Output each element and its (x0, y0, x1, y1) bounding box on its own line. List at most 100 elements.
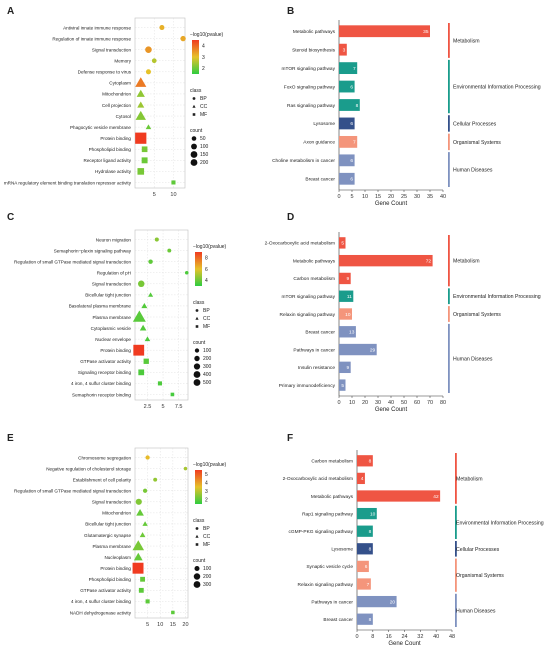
point-a-1 (180, 35, 186, 42)
bar-d-0 (339, 237, 346, 249)
bar-value-f-8: 20 (390, 599, 396, 605)
term-label-c-6: Basolateral plasma membrane (69, 304, 132, 309)
legend-class-title-c: class (193, 300, 205, 306)
term-label-e-9: Nucleoplasm (104, 555, 131, 560)
bar-label-b-6: Axon guidance (303, 140, 335, 146)
bar-f-0 (357, 455, 373, 467)
point-a-9 (145, 124, 152, 130)
legend-count-label-c-0: 100 (203, 348, 212, 354)
point-a-7 (137, 101, 145, 108)
point-e-3 (142, 488, 148, 493)
category-label-f-0: Metabolism (456, 476, 483, 482)
bar-d-4 (339, 308, 352, 320)
x-tick-label-d-8: 80 (440, 400, 446, 406)
legend-count-dot-a-0 (191, 136, 197, 141)
term-label-e-6: Bicellular tight junction (85, 522, 131, 527)
bar-value-f-9: 8 (369, 617, 372, 623)
term-label-e-2: Establishment of cell polarity (73, 477, 132, 482)
x-tick-label-f-0: 0 (355, 634, 358, 640)
x-tick-label-f-2: 16 (386, 634, 392, 640)
point-c-13 (157, 381, 162, 386)
legend-count-dot-a-1 (191, 143, 197, 150)
term-label-e-10: Protein binding (100, 566, 131, 571)
term-label-a-2: Signal transduction (92, 47, 132, 52)
bar-value-d-4: 10 (345, 312, 351, 318)
bar-value-d-3: 11 (347, 294, 352, 300)
legend-class-label-c-1: CC (203, 316, 211, 322)
term-label-a-5: Cytoplasm (109, 81, 131, 86)
category-bar-d-2 (448, 306, 450, 322)
legend-class-title-a: class (190, 88, 202, 94)
bar-value-b-4: 8 (356, 103, 359, 109)
point-a-0 (159, 25, 165, 31)
x-tick-label-d-6: 60 (414, 400, 420, 406)
category-label-f-4: Human Diseases (456, 608, 496, 614)
point-e-1 (183, 466, 188, 471)
point-c-14 (170, 392, 175, 397)
legend-count-title-a: count (190, 128, 203, 134)
bar-d-5 (339, 326, 356, 338)
legend-count-dot-c-2 (193, 363, 201, 370)
x-tick-label-d-1: 10 (349, 400, 355, 406)
legend-count-label-e-2: 300 (203, 582, 212, 588)
legend-count-dot-e-0 (194, 565, 200, 572)
bar-value-f-3: 10 (370, 511, 376, 517)
x-tick-label-b-4: 20 (388, 194, 394, 200)
legend-class-shape-e-1 (195, 534, 199, 538)
term-label-c-1: Semaphorin−plexin signaling pathway (54, 248, 132, 253)
bar-value-f-0: 8 (369, 459, 372, 465)
legend-class-label-a-1: CC (200, 104, 208, 110)
point-e-13 (145, 599, 150, 604)
point-e-0 (145, 455, 150, 460)
point-c-12 (138, 369, 145, 376)
term-label-c-4: Signal transduction (92, 282, 132, 287)
legend-count-label-e-0: 100 (203, 566, 212, 572)
legend-count-title-c: count (193, 340, 206, 346)
bar-label-f-1: 2-Oxocarboxylic acid metabolism (283, 476, 353, 482)
category-bar-b-4 (448, 152, 450, 187)
legend-count-title-e: count (193, 558, 206, 564)
point-e-4 (135, 498, 142, 505)
point-e-2 (153, 477, 158, 482)
term-label-e-11: Phospholipid binding (89, 577, 132, 582)
point-e-8 (132, 540, 145, 551)
term-label-e-5: Mitochondrion (102, 511, 131, 516)
bar-d-7 (339, 361, 351, 374)
term-label-a-3: Memory (114, 59, 131, 64)
bar-label-d-8: Primary immunodeficiency (279, 383, 336, 389)
bar-label-b-5: Lysosome (313, 121, 335, 127)
point-c-1 (167, 248, 172, 253)
bar-value-b-8: 6 (350, 177, 353, 183)
bar-label-f-5: Lysosome (331, 547, 353, 553)
colorbar-a (192, 40, 199, 74)
x-tick-label-c-0: 2.5 (144, 404, 152, 410)
colorbar-tick-a-0: 2 (202, 66, 205, 72)
point-c-4 (137, 280, 145, 288)
bar-b-8 (339, 172, 355, 185)
category-label-d-2: Organismal Systems (453, 312, 501, 318)
category-label-d-3: Human Diseases (453, 356, 493, 362)
term-label-c-2: Regulation of small GTPase mediated sign… (14, 259, 131, 264)
bar-value-f-7: 7 (367, 582, 370, 588)
bar-value-b-6: 7 (353, 140, 356, 146)
legend-class-shape-c-0 (195, 309, 199, 312)
bar-b-3 (339, 80, 355, 93)
x-axis-label-b: Gene Count (375, 201, 408, 207)
category-label-f-2: Cellular Processes (456, 547, 500, 553)
term-label-c-14: Semaphorin receptor binding (72, 392, 131, 397)
bar-value-d-7: 9 (347, 365, 350, 371)
term-label-c-9: Nuclear envelope (95, 337, 131, 342)
legend-class-label-a-0: BP (200, 96, 207, 102)
point-e-9 (133, 552, 143, 561)
category-bar-d-3 (448, 323, 450, 393)
legend-class-shape-c-2 (195, 325, 199, 328)
bar-label-b-3: FoxO signaling pathway (284, 84, 336, 90)
term-label-a-10: Protein binding (100, 136, 131, 141)
colorbar-tick-c-2: 8 (205, 255, 208, 261)
category-label-b-0: Metabolism (453, 38, 480, 44)
bar-f-4 (357, 525, 373, 537)
bar-value-b-3: 6 (350, 84, 353, 90)
term-label-e-12: GTPase activator activity (80, 588, 132, 593)
bar-value-f-5: 8 (369, 547, 372, 553)
x-tick-label-b-5: 25 (401, 194, 407, 200)
